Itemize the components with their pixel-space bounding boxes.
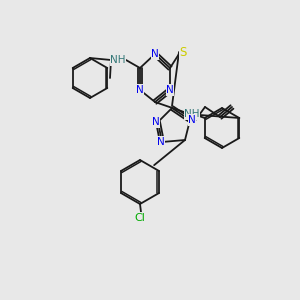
- Text: NH: NH: [110, 55, 126, 65]
- Text: NH: NH: [184, 109, 200, 119]
- Text: N: N: [136, 85, 144, 95]
- Text: N: N: [152, 117, 160, 127]
- Text: N: N: [151, 49, 159, 59]
- Text: N: N: [166, 85, 174, 95]
- Text: Cl: Cl: [135, 213, 146, 223]
- Text: N: N: [157, 137, 165, 147]
- Text: S: S: [179, 46, 187, 59]
- Text: N: N: [188, 115, 196, 125]
